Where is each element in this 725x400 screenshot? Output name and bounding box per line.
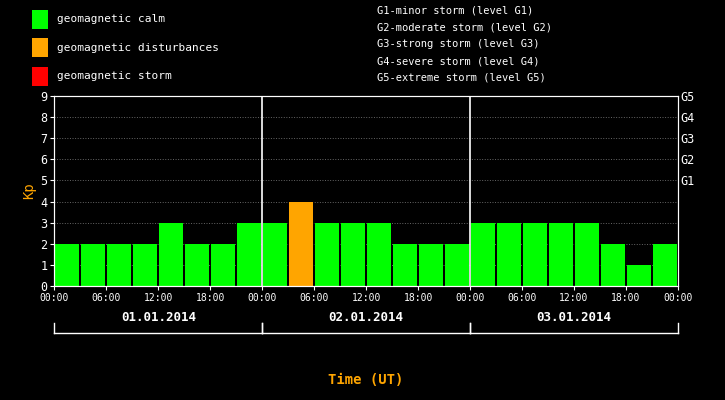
- Bar: [55, 244, 79, 286]
- Bar: [107, 244, 131, 286]
- Bar: [341, 223, 365, 286]
- Bar: [575, 223, 599, 286]
- Bar: [445, 244, 469, 286]
- Text: 03.01.2014: 03.01.2014: [536, 310, 611, 324]
- Text: 02.01.2014: 02.01.2014: [328, 310, 404, 324]
- Bar: [33, 38, 48, 57]
- Text: geomagnetic calm: geomagnetic calm: [57, 14, 165, 24]
- Text: G5-extreme storm (level G5): G5-extreme storm (level G5): [377, 73, 546, 83]
- Bar: [289, 202, 313, 286]
- Bar: [211, 244, 235, 286]
- Text: Time (UT): Time (UT): [328, 373, 404, 387]
- Text: geomagnetic storm: geomagnetic storm: [57, 71, 173, 81]
- Bar: [627, 265, 651, 286]
- Bar: [601, 244, 625, 286]
- Bar: [263, 223, 287, 286]
- Text: G1-minor storm (level G1): G1-minor storm (level G1): [377, 6, 533, 16]
- Bar: [133, 244, 157, 286]
- Bar: [471, 223, 495, 286]
- Bar: [393, 244, 417, 286]
- Text: 01.01.2014: 01.01.2014: [121, 310, 196, 324]
- Bar: [81, 244, 105, 286]
- Bar: [367, 223, 391, 286]
- Text: G2-moderate storm (level G2): G2-moderate storm (level G2): [377, 23, 552, 33]
- Text: geomagnetic disturbances: geomagnetic disturbances: [57, 43, 220, 53]
- Y-axis label: Kp: Kp: [22, 183, 36, 199]
- Bar: [653, 244, 677, 286]
- Text: G3-strong storm (level G3): G3-strong storm (level G3): [377, 40, 539, 50]
- Bar: [33, 10, 48, 29]
- Bar: [237, 223, 261, 286]
- Bar: [160, 223, 183, 286]
- Bar: [419, 244, 443, 286]
- Bar: [33, 67, 48, 86]
- Bar: [315, 223, 339, 286]
- Bar: [523, 223, 547, 286]
- Text: G4-severe storm (level G4): G4-severe storm (level G4): [377, 56, 539, 66]
- Bar: [186, 244, 210, 286]
- Bar: [549, 223, 573, 286]
- Bar: [497, 223, 521, 286]
